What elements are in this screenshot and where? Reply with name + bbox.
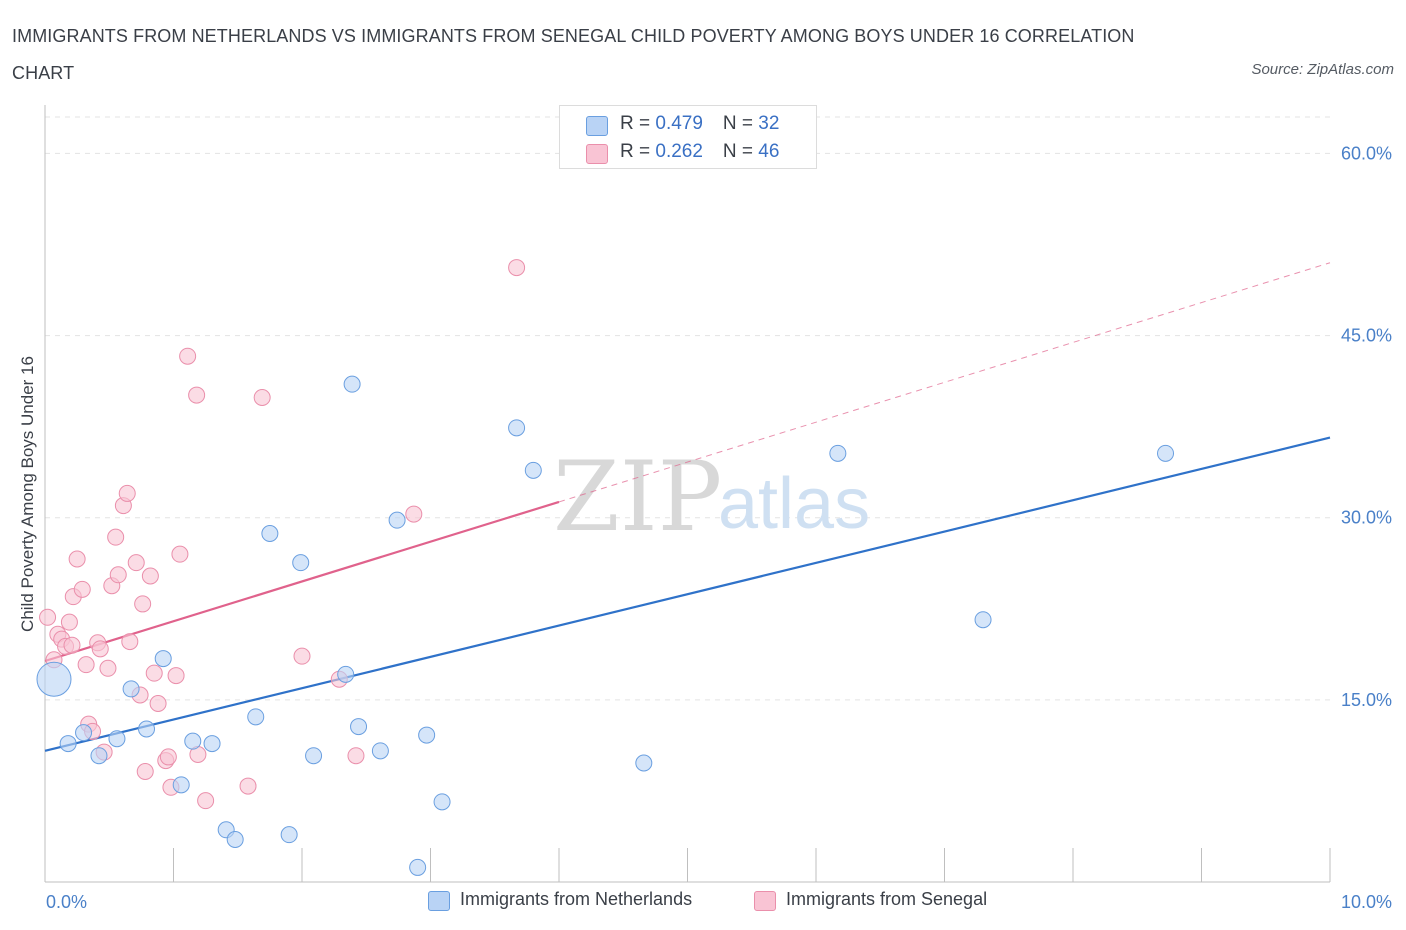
senegal-point — [253, 389, 271, 406]
y-tick-label: 45.0% — [1341, 326, 1392, 346]
netherlands-point — [292, 554, 310, 572]
grid-lines — [45, 116, 1330, 701]
senegal-point — [197, 792, 215, 810]
senegal-point — [149, 695, 167, 712]
y-tick-label: 30.0% — [1341, 508, 1392, 528]
senegal-point — [121, 633, 139, 651]
senegal-point — [134, 595, 152, 613]
netherlands-point — [138, 720, 156, 738]
netherlands-point — [508, 419, 526, 437]
senegal-point — [171, 545, 189, 563]
netherlands-point — [418, 726, 436, 744]
netherlands-point — [172, 776, 190, 794]
senegal-point — [239, 777, 257, 795]
senegal-point — [63, 636, 81, 654]
netherlands-point — [36, 661, 72, 697]
netherlands-point — [184, 732, 202, 750]
netherlands-point — [122, 680, 140, 698]
r-label: R = — [620, 113, 656, 134]
n-label: N = — [722, 141, 759, 162]
y-tick-label: 15.0% — [1341, 690, 1392, 710]
netherlands-point — [974, 611, 992, 629]
senegal-legend-label: Immigrants from Senegal — [786, 889, 988, 909]
senegal-point — [179, 347, 197, 365]
x-tick-label: 10.0% — [1341, 892, 1392, 912]
r-value: 0.262 — [655, 141, 703, 162]
netherlands-point — [154, 650, 172, 668]
netherlands-point — [350, 718, 368, 736]
netherlands-point — [90, 747, 108, 765]
senegal-point — [60, 613, 78, 631]
y-tick-label: 60.0% — [1341, 143, 1392, 163]
correlation-legend: R = 0.479 N = 32 R = 0.262 N = 46 — [559, 105, 817, 169]
netherlands-point — [108, 730, 126, 748]
senegal-point — [68, 550, 86, 568]
chart-title: IMMIGRANTS FROM NETHERLANDS VS IMMIGRANT… — [12, 26, 1135, 83]
senegal-swatch — [586, 144, 608, 164]
r-value: 0.479 — [655, 113, 703, 134]
senegal-point — [167, 667, 185, 685]
tick-labels: 15.0% 30.0% 45.0% 60.0% 0.0% 10.0% — [46, 143, 1392, 912]
axes — [44, 105, 1331, 883]
n-label: N = — [722, 113, 759, 134]
netherlands-swatch — [586, 116, 608, 136]
netherlands-trend-line — [44, 436, 1331, 752]
netherlands-point — [1157, 444, 1175, 462]
senegal-point — [99, 659, 117, 677]
x-tick-label: 0.0% — [46, 892, 87, 912]
senegal-point — [109, 566, 127, 584]
n-value: 46 — [758, 141, 780, 162]
senegal-point — [159, 748, 177, 766]
senegal-point — [293, 647, 311, 665]
senegal-point — [145, 664, 163, 682]
senegal-point — [188, 386, 206, 404]
netherlands-point — [343, 375, 361, 393]
netherlands-legend-swatch — [428, 891, 450, 911]
senegal-point — [118, 484, 136, 502]
watermark: ZIP atlas — [553, 441, 870, 553]
netherlands-point — [59, 735, 77, 753]
netherlands-point — [203, 735, 221, 753]
n-value: 32 — [758, 113, 780, 134]
senegal-point — [405, 505, 423, 523]
senegal-legend-swatch — [754, 891, 776, 911]
netherlands-point — [409, 858, 427, 876]
senegal-point — [141, 567, 159, 585]
netherlands-point — [371, 742, 389, 760]
netherlands-point — [305, 747, 323, 765]
senegal-point — [508, 259, 526, 277]
watermark-atlas: atlas — [718, 464, 870, 544]
senegal-point — [77, 656, 95, 674]
netherlands-point — [337, 665, 355, 683]
netherlands-point — [226, 831, 244, 848]
netherlands-point — [433, 793, 451, 811]
netherlands-point — [388, 511, 406, 529]
netherlands-point — [829, 444, 847, 462]
senegal-point — [73, 580, 91, 598]
source-note: Source: ZipAtlas.com — [1251, 61, 1394, 78]
senegal-point — [91, 640, 109, 658]
senegal-point — [39, 608, 57, 626]
netherlands-point — [280, 826, 298, 844]
senegal-point — [347, 747, 365, 765]
watermark-zip: ZIP — [553, 441, 722, 553]
r-label: R = — [620, 141, 656, 162]
netherlands-legend-label: Immigrants from Netherlands — [460, 889, 693, 909]
netherlands-point — [247, 708, 265, 726]
netherlands-point — [635, 754, 653, 772]
data-points — [36, 259, 1175, 876]
senegal-trend-extension — [558, 262, 1331, 503]
netherlands-point — [524, 461, 542, 479]
netherlands-point — [261, 525, 279, 542]
netherlands-point — [75, 724, 93, 742]
senegal-point — [136, 763, 154, 780]
senegal-point — [127, 554, 145, 572]
senegal-point — [107, 528, 125, 546]
